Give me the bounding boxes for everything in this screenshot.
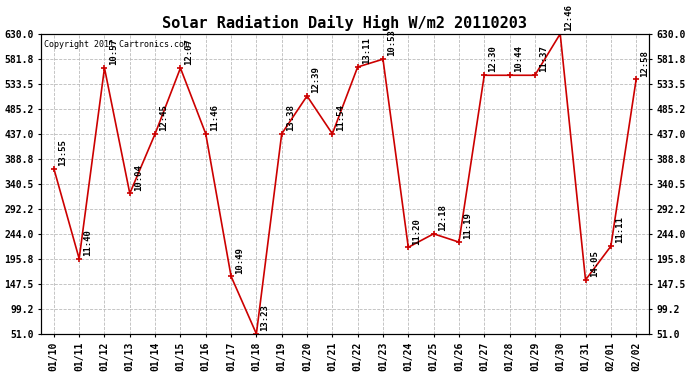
Text: 12:30: 12:30 xyxy=(489,46,497,72)
Text: 13:11: 13:11 xyxy=(362,38,371,64)
Text: 12:45: 12:45 xyxy=(159,104,168,131)
Text: 11:46: 11:46 xyxy=(210,104,219,131)
Text: 14:05: 14:05 xyxy=(590,250,599,277)
Text: 10:49: 10:49 xyxy=(235,247,244,273)
Text: 12:46: 12:46 xyxy=(564,4,573,31)
Text: 13:23: 13:23 xyxy=(261,304,270,331)
Text: 12:07: 12:07 xyxy=(185,38,194,65)
Text: 11:40: 11:40 xyxy=(83,229,92,256)
Text: 11:11: 11:11 xyxy=(615,217,624,243)
Text: 12:58: 12:58 xyxy=(640,50,649,76)
Text: Copyright 2011 Cartronics.com: Copyright 2011 Cartronics.com xyxy=(44,40,189,49)
Text: 13:55: 13:55 xyxy=(58,139,67,166)
Text: 10:57: 10:57 xyxy=(108,38,117,65)
Text: 13:38: 13:38 xyxy=(286,104,295,131)
Text: 11:19: 11:19 xyxy=(463,213,472,239)
Text: 12:18: 12:18 xyxy=(437,204,447,231)
Text: 10:04: 10:04 xyxy=(134,164,143,190)
Text: 11:54: 11:54 xyxy=(337,104,346,131)
Text: 12:39: 12:39 xyxy=(311,66,320,93)
Text: 10:53: 10:53 xyxy=(387,30,396,56)
Text: 10:44: 10:44 xyxy=(514,46,523,72)
Text: 11:20: 11:20 xyxy=(413,217,422,244)
Title: Solar Radiation Daily High W/m2 20110203: Solar Radiation Daily High W/m2 20110203 xyxy=(163,15,527,31)
Text: 11:37: 11:37 xyxy=(539,46,548,72)
